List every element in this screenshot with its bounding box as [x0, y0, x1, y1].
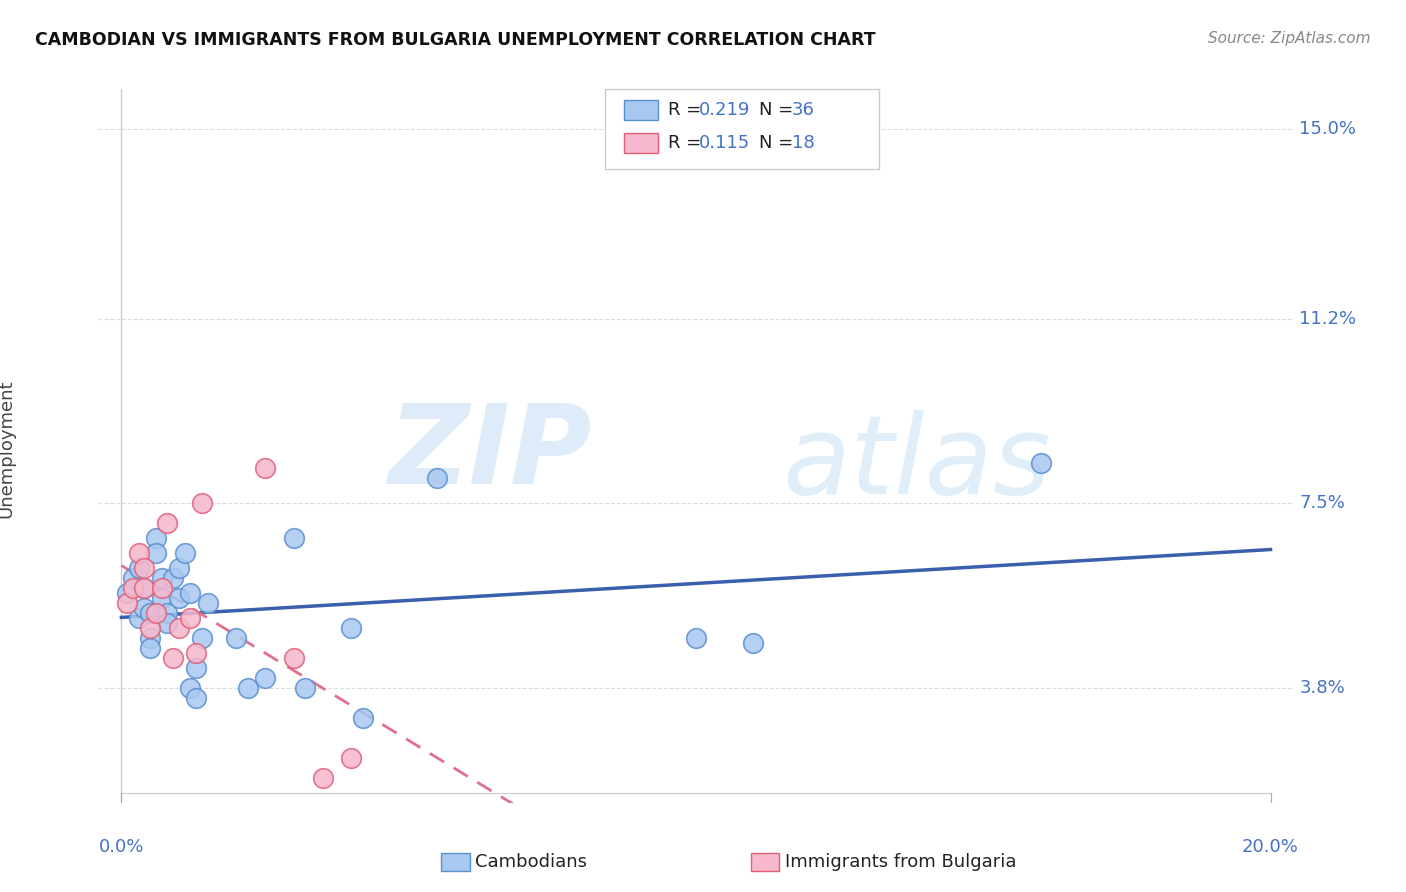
Point — [162, 651, 184, 665]
Point — [145, 531, 167, 545]
Point — [134, 561, 156, 575]
Point — [184, 691, 207, 706]
Point — [191, 496, 214, 510]
Point — [150, 571, 173, 585]
Point — [150, 591, 173, 606]
Point — [167, 591, 190, 606]
Point — [134, 581, 156, 595]
Point — [139, 641, 162, 656]
Point — [156, 516, 179, 531]
Point — [115, 596, 138, 610]
Point — [128, 561, 150, 575]
Point — [254, 461, 277, 475]
Text: 15.0%: 15.0% — [1299, 120, 1357, 138]
Text: Cambodians: Cambodians — [475, 853, 588, 871]
Text: CAMBODIAN VS IMMIGRANTS FROM BULGARIA UNEMPLOYMENT CORRELATION CHART: CAMBODIAN VS IMMIGRANTS FROM BULGARIA UN… — [35, 31, 876, 49]
Text: 11.2%: 11.2% — [1299, 310, 1357, 327]
Point — [311, 771, 333, 785]
Point — [340, 751, 363, 765]
Text: Source: ZipAtlas.com: Source: ZipAtlas.com — [1208, 31, 1371, 46]
Text: 20.0%: 20.0% — [1241, 838, 1299, 855]
Text: N =: N = — [759, 101, 799, 119]
Point — [128, 546, 150, 560]
Text: 0.219: 0.219 — [699, 101, 751, 119]
Point — [139, 631, 162, 645]
Text: 0.115: 0.115 — [699, 134, 749, 152]
Point — [352, 711, 374, 725]
Point — [179, 681, 201, 695]
Point — [283, 531, 305, 545]
Point — [225, 631, 247, 645]
Point — [150, 581, 173, 595]
Point — [139, 606, 162, 620]
Point — [685, 631, 707, 645]
Point — [340, 621, 363, 635]
Point — [139, 621, 162, 635]
Point — [115, 586, 138, 600]
Point — [197, 596, 219, 610]
Point — [283, 651, 305, 665]
Point — [128, 611, 150, 625]
Point — [184, 661, 207, 675]
Point — [156, 606, 179, 620]
Point — [156, 616, 179, 631]
Point — [167, 561, 190, 575]
Point — [122, 581, 145, 595]
Point — [236, 681, 259, 695]
Text: R =: R = — [668, 101, 707, 119]
Point — [122, 571, 145, 585]
Text: atlas: atlas — [782, 410, 1050, 517]
Point — [134, 601, 156, 615]
Point — [145, 546, 167, 560]
Text: 18: 18 — [792, 134, 814, 152]
Text: R =: R = — [668, 134, 707, 152]
Text: 0.0%: 0.0% — [98, 838, 143, 855]
Text: 7.5%: 7.5% — [1299, 494, 1346, 512]
Point — [254, 671, 277, 685]
Point — [294, 681, 316, 695]
Text: Unemployment: Unemployment — [0, 379, 15, 517]
Point — [162, 571, 184, 585]
Point — [179, 586, 201, 600]
Point — [742, 636, 765, 650]
Point — [145, 606, 167, 620]
Point — [426, 471, 449, 485]
Text: Immigrants from Bulgaria: Immigrants from Bulgaria — [785, 853, 1017, 871]
Point — [191, 631, 214, 645]
Point — [134, 581, 156, 595]
Text: N =: N = — [759, 134, 799, 152]
Point — [179, 611, 201, 625]
Point — [184, 646, 207, 660]
Point — [173, 546, 195, 560]
Text: 3.8%: 3.8% — [1299, 679, 1346, 697]
Text: 36: 36 — [792, 101, 814, 119]
Point — [167, 621, 190, 635]
Point — [1029, 457, 1052, 471]
Text: ZIP: ZIP — [389, 400, 592, 507]
